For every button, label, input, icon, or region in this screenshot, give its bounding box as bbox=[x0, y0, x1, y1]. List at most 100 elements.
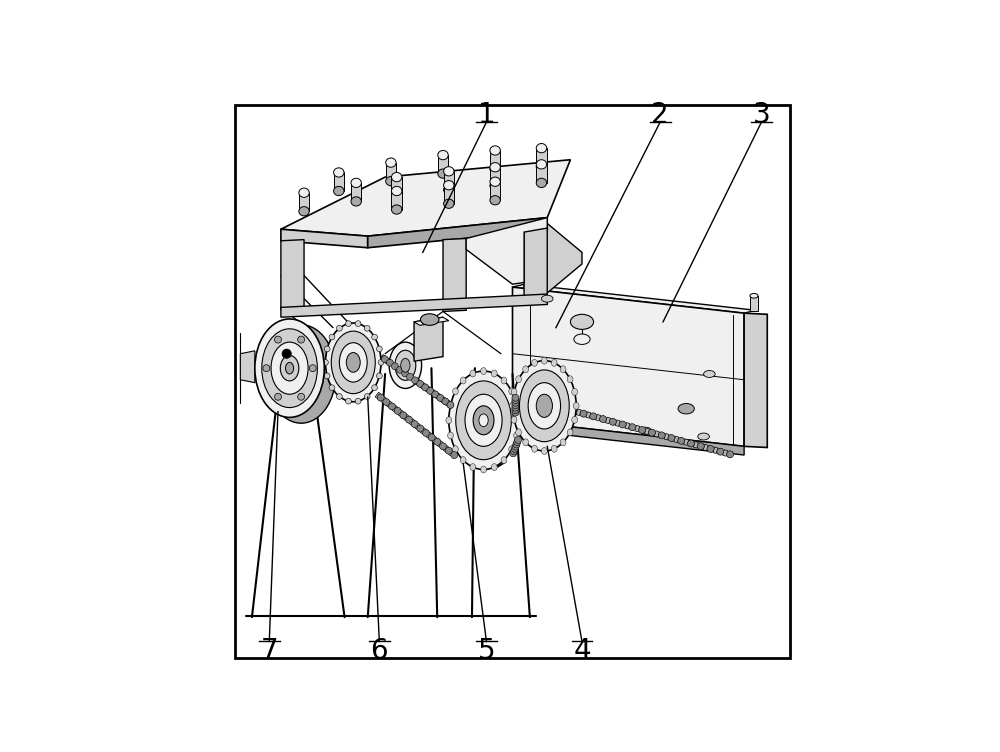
Polygon shape bbox=[513, 445, 518, 448]
Polygon shape bbox=[406, 417, 412, 423]
Ellipse shape bbox=[512, 443, 519, 450]
Ellipse shape bbox=[448, 402, 453, 408]
Polygon shape bbox=[415, 423, 420, 429]
Ellipse shape bbox=[567, 376, 573, 383]
Ellipse shape bbox=[572, 388, 578, 396]
Ellipse shape bbox=[275, 336, 281, 343]
Polygon shape bbox=[395, 365, 400, 371]
Ellipse shape bbox=[453, 388, 458, 395]
Polygon shape bbox=[512, 449, 517, 451]
Polygon shape bbox=[511, 451, 516, 453]
Polygon shape bbox=[438, 395, 443, 401]
Ellipse shape bbox=[346, 320, 351, 326]
Ellipse shape bbox=[324, 346, 330, 352]
Ellipse shape bbox=[448, 432, 453, 439]
Polygon shape bbox=[418, 381, 423, 387]
Polygon shape bbox=[299, 193, 309, 211]
Ellipse shape bbox=[567, 429, 573, 436]
Polygon shape bbox=[391, 177, 402, 196]
Polygon shape bbox=[452, 452, 457, 458]
Polygon shape bbox=[512, 402, 518, 403]
Text: 4: 4 bbox=[573, 637, 591, 665]
Polygon shape bbox=[410, 375, 415, 381]
Ellipse shape bbox=[501, 377, 507, 384]
Polygon shape bbox=[635, 426, 640, 432]
Polygon shape bbox=[444, 185, 454, 204]
Polygon shape bbox=[446, 447, 451, 453]
Polygon shape bbox=[430, 390, 435, 396]
Ellipse shape bbox=[541, 357, 547, 364]
Ellipse shape bbox=[446, 417, 452, 424]
Ellipse shape bbox=[640, 427, 651, 434]
Ellipse shape bbox=[351, 178, 361, 187]
Ellipse shape bbox=[282, 349, 291, 359]
Polygon shape bbox=[435, 438, 440, 445]
Ellipse shape bbox=[648, 429, 655, 436]
Ellipse shape bbox=[465, 394, 502, 447]
Polygon shape bbox=[386, 162, 396, 181]
Ellipse shape bbox=[391, 362, 398, 370]
Polygon shape bbox=[689, 440, 693, 447]
Polygon shape bbox=[384, 399, 389, 405]
Polygon shape bbox=[423, 430, 429, 436]
Ellipse shape bbox=[532, 359, 537, 366]
Polygon shape bbox=[432, 437, 437, 443]
Ellipse shape bbox=[512, 399, 519, 406]
Ellipse shape bbox=[658, 432, 665, 439]
Ellipse shape bbox=[514, 432, 519, 439]
Ellipse shape bbox=[515, 417, 521, 424]
Ellipse shape bbox=[574, 334, 590, 344]
Ellipse shape bbox=[442, 398, 449, 405]
Ellipse shape bbox=[512, 405, 519, 411]
Polygon shape bbox=[420, 428, 426, 434]
Polygon shape bbox=[679, 438, 684, 444]
Ellipse shape bbox=[519, 370, 569, 441]
Polygon shape bbox=[444, 171, 454, 190]
Polygon shape bbox=[395, 408, 400, 414]
Ellipse shape bbox=[570, 314, 594, 329]
Ellipse shape bbox=[560, 439, 566, 446]
Ellipse shape bbox=[444, 185, 454, 195]
Polygon shape bbox=[438, 155, 448, 174]
Polygon shape bbox=[693, 441, 698, 448]
Ellipse shape bbox=[491, 370, 497, 377]
Ellipse shape bbox=[532, 445, 537, 452]
Ellipse shape bbox=[514, 438, 521, 446]
Ellipse shape bbox=[275, 393, 281, 400]
Polygon shape bbox=[630, 424, 635, 430]
Polygon shape bbox=[389, 403, 395, 409]
Ellipse shape bbox=[391, 172, 402, 182]
Ellipse shape bbox=[432, 391, 439, 398]
Ellipse shape bbox=[481, 466, 486, 473]
Ellipse shape bbox=[417, 425, 424, 432]
Ellipse shape bbox=[444, 199, 454, 208]
Polygon shape bbox=[512, 397, 518, 399]
Ellipse shape bbox=[456, 381, 511, 459]
Polygon shape bbox=[514, 441, 520, 444]
Ellipse shape bbox=[490, 181, 500, 190]
Polygon shape bbox=[435, 393, 440, 399]
Ellipse shape bbox=[437, 395, 444, 402]
Ellipse shape bbox=[523, 365, 529, 373]
Polygon shape bbox=[351, 183, 361, 202]
Ellipse shape bbox=[329, 385, 335, 390]
Polygon shape bbox=[390, 362, 395, 368]
Polygon shape bbox=[512, 411, 518, 412]
Polygon shape bbox=[426, 432, 432, 438]
Ellipse shape bbox=[707, 445, 714, 453]
Polygon shape bbox=[443, 445, 449, 451]
Ellipse shape bbox=[422, 384, 429, 391]
Polygon shape bbox=[429, 435, 434, 441]
Ellipse shape bbox=[445, 447, 452, 454]
Polygon shape bbox=[378, 395, 383, 401]
Ellipse shape bbox=[400, 412, 407, 419]
Ellipse shape bbox=[339, 343, 367, 382]
Ellipse shape bbox=[447, 402, 454, 408]
Text: 1: 1 bbox=[478, 101, 495, 129]
Polygon shape bbox=[684, 439, 689, 445]
Polygon shape bbox=[240, 350, 255, 383]
Ellipse shape bbox=[547, 423, 559, 429]
Polygon shape bbox=[397, 367, 403, 373]
Polygon shape bbox=[703, 444, 708, 451]
Ellipse shape bbox=[355, 399, 361, 404]
